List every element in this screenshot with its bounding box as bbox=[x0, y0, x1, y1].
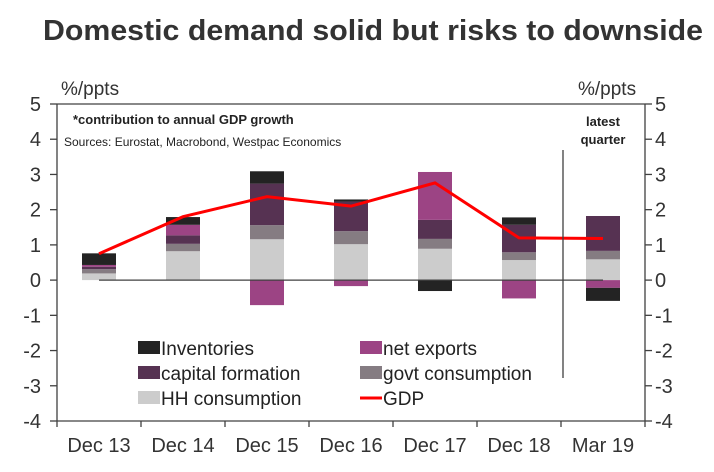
y-axis-label-left: %/ppts bbox=[61, 79, 119, 100]
bar-govt-consumption bbox=[418, 238, 452, 249]
y-tick-label-left: 2 bbox=[30, 200, 41, 222]
y-tick-label-right: 4 bbox=[655, 129, 666, 151]
y-tick-label-right: -3 bbox=[655, 376, 673, 398]
legend-label-hh-consumption: HH consumption bbox=[161, 389, 301, 410]
legend-swatch-capital-formation bbox=[138, 366, 160, 379]
legend-label-capital-formation: capital formation bbox=[161, 364, 300, 385]
bar-govt-consumption bbox=[502, 252, 536, 261]
y-tick-label-left: -1 bbox=[23, 305, 41, 327]
bar-govt-consumption bbox=[166, 243, 200, 252]
chart-title: Domestic demand solid but risks to downs… bbox=[43, 15, 703, 47]
legend-label-govt-consumption: govt consumption bbox=[383, 364, 532, 385]
y-tick-label-left: -3 bbox=[23, 376, 41, 398]
legend: Inventories net exports capital formatio… bbox=[138, 339, 532, 410]
legend-label-gdp: GDP bbox=[383, 389, 424, 410]
annotation-sources: Sources: Eurostat, Macrobond, Westpac Ec… bbox=[64, 135, 341, 149]
y-tick-label-right: 0 bbox=[655, 270, 666, 292]
x-tick-label: Mar 19 bbox=[572, 435, 634, 457]
y-axis-label-right: %/ppts bbox=[578, 79, 636, 100]
bar-capital-formation bbox=[586, 216, 620, 251]
y-tick-label-left: 0 bbox=[30, 270, 41, 292]
legend-swatch-hh-consumption bbox=[138, 391, 160, 404]
x-tick-label: Dec 15 bbox=[235, 435, 298, 457]
axes bbox=[56, 103, 646, 422]
x-tick-label: Dec 13 bbox=[67, 435, 130, 457]
bar-hh-consumption bbox=[502, 260, 536, 281]
bar-hh-consumption bbox=[82, 273, 116, 281]
bar-hh-consumption bbox=[250, 239, 284, 281]
bar-inventories bbox=[586, 287, 620, 301]
bar-govt-consumption bbox=[82, 269, 116, 274]
bar-inventories bbox=[502, 217, 536, 225]
x-tick-label: Dec 14 bbox=[151, 435, 214, 457]
bar-capital-formation bbox=[250, 183, 284, 226]
bar-govt-consumption bbox=[334, 231, 368, 245]
legend-swatch-govt-consumption bbox=[360, 366, 382, 379]
bar-net-exports bbox=[418, 171, 452, 220]
y-tick-label-right: 2 bbox=[655, 200, 666, 222]
bar-net-exports bbox=[250, 280, 284, 306]
bar-capital-formation bbox=[166, 235, 200, 244]
bar-inventories bbox=[82, 253, 116, 265]
legend-label-net-exports: net exports bbox=[383, 339, 477, 360]
bar-hh-consumption bbox=[166, 251, 200, 281]
y-tick-label-right: 5 bbox=[655, 94, 666, 116]
bar-hh-consumption bbox=[418, 248, 452, 281]
y-tick-label-left: 5 bbox=[30, 94, 41, 116]
bar-capital-formation bbox=[82, 266, 116, 270]
bar-net-exports bbox=[166, 224, 200, 236]
x-tick-label: Dec 16 bbox=[319, 435, 382, 457]
y-tick-label-right: 1 bbox=[655, 235, 666, 257]
bar-inventories bbox=[334, 199, 368, 202]
bar-net-exports bbox=[586, 280, 620, 288]
y-tick-label-right: -4 bbox=[655, 411, 673, 433]
y-tick-label-right: 3 bbox=[655, 164, 666, 186]
x-tick-label: Dec 18 bbox=[487, 435, 550, 457]
y-tick-label-right: -2 bbox=[655, 341, 673, 363]
annotation-quarter: quarter bbox=[581, 132, 626, 147]
bar-net-exports bbox=[334, 280, 368, 287]
bar-govt-consumption bbox=[586, 250, 620, 260]
y-tick-label-left: -2 bbox=[23, 341, 41, 363]
y-tick-label-right: -1 bbox=[655, 305, 673, 327]
y-tick-label-left: 4 bbox=[30, 129, 41, 151]
y-tick-label-left: 3 bbox=[30, 164, 41, 186]
x-tick-label: Dec 17 bbox=[403, 435, 466, 457]
bar-layer bbox=[82, 171, 620, 306]
bar-hh-consumption bbox=[334, 244, 368, 281]
bar-capital-formation bbox=[418, 219, 452, 239]
bar-net-exports bbox=[502, 280, 536, 299]
y-tick-label-left: -4 bbox=[23, 411, 41, 433]
legend-label-inventories: Inventories bbox=[161, 339, 254, 360]
y-tick-label-left: 1 bbox=[30, 235, 41, 257]
annotation-note: *contribution to annual GDP growth bbox=[73, 112, 294, 127]
legend-swatch-inventories bbox=[138, 341, 160, 354]
legend-swatch-net-exports bbox=[360, 341, 382, 354]
bar-hh-consumption bbox=[586, 259, 620, 281]
bar-inventories bbox=[166, 217, 200, 225]
bar-inventories bbox=[418, 280, 452, 292]
bar-govt-consumption bbox=[250, 225, 284, 240]
annotation-latest: latest bbox=[586, 114, 621, 129]
tick-layer: 5 5 4 4 3 3 2 2 1 1 0 0 -1 -1 -2 -2 -3 -3 -4 -4 Dec 13 Dec 14… bbox=[23, 94, 673, 457]
gdp-line bbox=[98, 181, 604, 256]
bar-net-exports bbox=[82, 264, 116, 267]
bar-inventories bbox=[250, 171, 284, 184]
